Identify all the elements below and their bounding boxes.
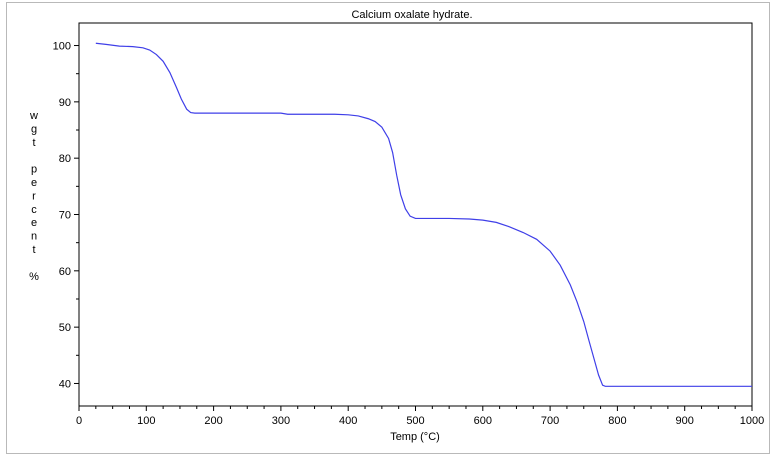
x-tick-label: 600 [474,415,492,427]
x-tick-label: 400 [339,415,357,427]
plot-frame [78,22,753,407]
x-tick-label: 900 [676,415,694,427]
y-axis-label-char: e [31,177,37,189]
y-tick-label: 50 [59,322,71,334]
series-line-weight-percent [95,42,752,387]
y-axis-label-char: n [31,231,37,243]
x-tick-label: 500 [406,415,424,427]
x-tick-label: 800 [608,415,626,427]
y-axis-label-char: e [31,217,37,229]
x-tick-label: 700 [541,415,559,427]
y-axis-label-char: t [32,137,35,149]
y-tick-label: 80 [59,153,71,165]
y-axis-label-char: r [32,190,36,202]
x-tick-label: 100 [137,415,155,427]
y-tick-label: 60 [59,266,71,278]
x-tick-label: 1000 [740,415,764,427]
x-tick-label: 300 [272,415,290,427]
y-tick-label: 40 [59,378,71,390]
y-tick-label: 70 [59,210,71,222]
y-tick-label: 100 [53,41,71,53]
chart-window: Calcium oxalate hydrate. 40 50 60 70 80 90 100… [6,2,770,454]
y-axis-label-char: w [29,110,38,122]
y-axis-label-char: p [31,164,37,176]
y-tick-label: 90 [59,97,71,109]
y-axis-label-char: t [32,244,35,256]
tga-chart: Calcium oxalate hydrate. 40 50 60 70 80 90 100… [29,9,764,443]
x-tick-label: 0 [76,415,82,427]
x-axis: 0 100 200 300 400 500 600 700 800 900 1000 [76,406,764,427]
x-tick-label: 200 [204,415,222,427]
chart-title: Calcium oxalate hydrate. [351,9,472,21]
x-axis-label: Temp (°C) [390,431,440,443]
y-axis-label-char: c [31,204,37,216]
y-axis-label-char: g [31,123,37,135]
y-axis: 40 50 60 70 80 90 100 [53,41,79,390]
y-axis-label-char: % [29,271,39,283]
